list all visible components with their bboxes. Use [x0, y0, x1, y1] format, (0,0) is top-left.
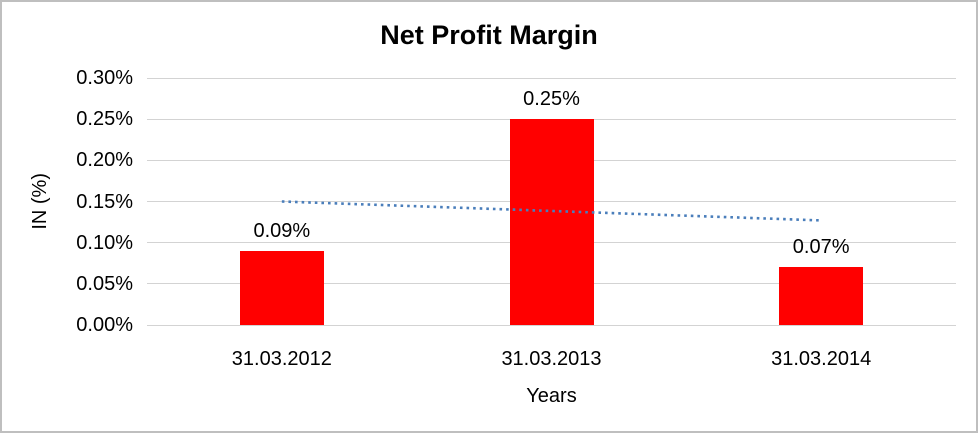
y-axis-tick-label: 0.20% [76, 149, 133, 172]
gridline [147, 77, 956, 79]
bar-value-label: 0.09% [253, 219, 311, 242]
x-axis-tick-label: 31.03.2012 [231, 348, 332, 370]
x-axis-tick-label: 31.03.2013 [501, 348, 602, 370]
gridline [147, 324, 956, 326]
bar-31.03.2012 [239, 250, 324, 325]
y-axis-tick-label: 0.00% [76, 314, 133, 336]
y-axis-tick-label: 0.10% [76, 231, 133, 254]
y-axis-tick-label: 0.15% [76, 190, 133, 213]
y-axis-tick-label: 0.25% [76, 108, 133, 131]
x-axis-tick-label: 31.03.2014 [771, 348, 872, 370]
plot-area: 0.30% 0.25% 0.20% 0.15% 0.10% 0.05% 0.00% 0.09%… [76, 68, 956, 369]
bar-31.03.2013 [509, 119, 594, 325]
x-axis-title: Years [526, 385, 577, 407]
y-axis-tick-label: 0.30% [76, 67, 133, 89]
bar-value-label: 0.25% [523, 88, 580, 111]
bar-31.03.2014 [779, 267, 864, 325]
y-axis-tick-label: 0.05% [76, 272, 133, 295]
chart-title: Net Profit Margin [380, 20, 598, 50]
bar-value-label: 0.07% [792, 236, 850, 259]
